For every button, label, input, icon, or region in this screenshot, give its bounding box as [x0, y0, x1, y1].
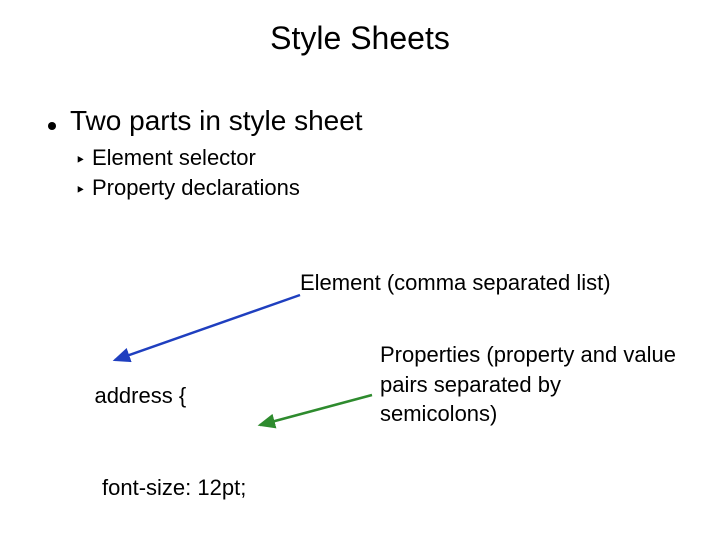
element-annotation: Element (comma separated list)	[300, 270, 611, 296]
slide-title: Style Sheets	[0, 20, 720, 57]
properties-annotation: Properties (property and value pairs sep…	[380, 340, 680, 429]
bullet-dot-icon	[48, 122, 56, 130]
triangle-bullet-icon: ‣	[75, 181, 86, 199]
code-line-2: font-size: 12pt;	[70, 473, 257, 504]
sub-item-1: Element selector	[92, 145, 256, 171]
slide: { "title": "Style Sheets", "main_bullet"…	[0, 0, 720, 540]
sub-item-2: Property declarations	[92, 175, 300, 201]
code-line-1: address {	[94, 383, 186, 408]
code-example: address { font-size: 12pt; font-family: …	[70, 350, 257, 540]
properties-arrow-line	[260, 395, 372, 425]
main-bullet-text: Two parts in style sheet	[70, 105, 363, 137]
triangle-bullet-icon: ‣	[75, 151, 86, 169]
